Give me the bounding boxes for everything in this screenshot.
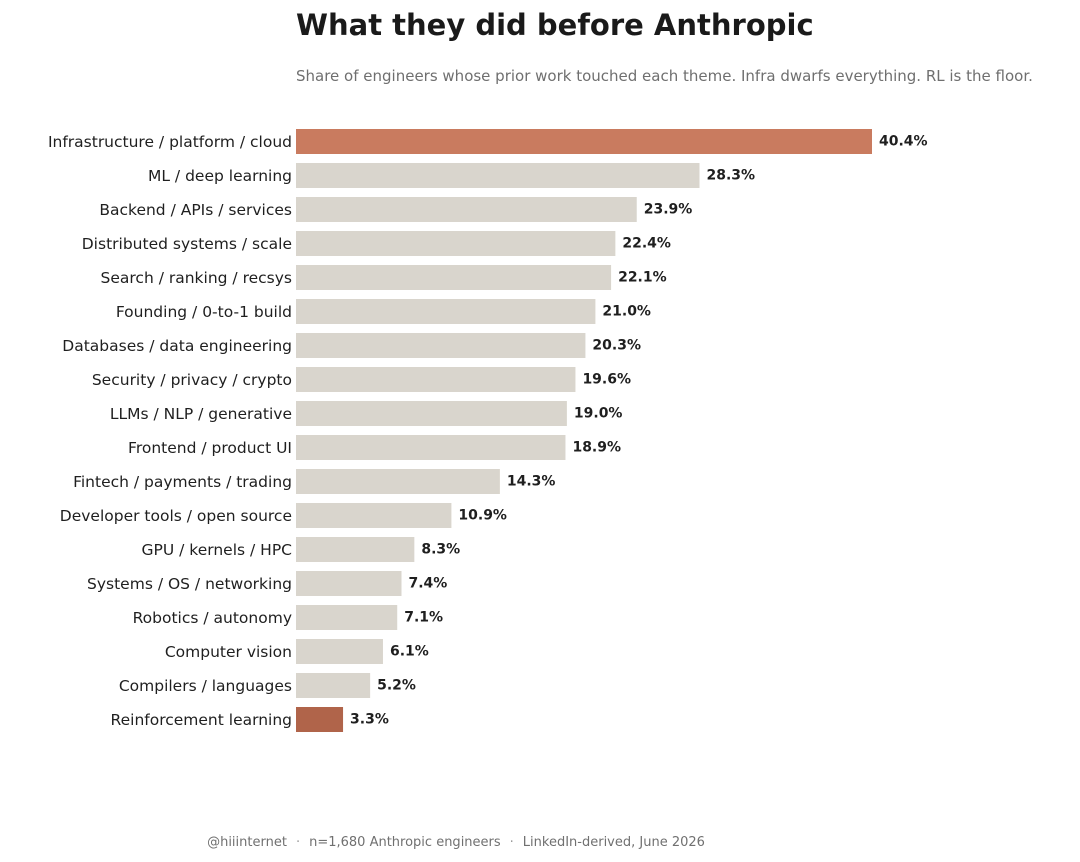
chart-subtitle: Share of engineers whose prior work touc… xyxy=(296,67,1033,85)
bar xyxy=(296,231,616,256)
bar xyxy=(296,265,612,290)
category-label: Distributed systems / scale xyxy=(82,235,292,253)
bar-value-label: 22.4% xyxy=(622,236,671,252)
bar xyxy=(296,469,500,494)
bar-value-label: 19.6% xyxy=(582,372,631,388)
bar xyxy=(296,163,700,188)
bar-value-label: 7.1% xyxy=(404,610,443,626)
bar-value-label: 23.9% xyxy=(644,202,693,218)
category-label: Founding / 0-to-1 build xyxy=(116,303,292,321)
footer-handle: @hiiinternet xyxy=(207,835,287,850)
category-label: Robotics / autonomy xyxy=(133,609,292,627)
bar-value-label: 8.3% xyxy=(421,542,460,558)
bar xyxy=(296,197,637,222)
bar-value-label: 3.3% xyxy=(350,712,389,728)
footer-separator: · xyxy=(295,835,301,850)
bar xyxy=(296,707,344,732)
bar-chart: Infrastructure / platform / cloud 40.4% ML… xyxy=(48,129,928,732)
category-label: GPU / kernels / HPC xyxy=(142,541,292,559)
footer-source: LinkedIn-derived, June 2026 xyxy=(522,835,705,850)
bar-value-label: 18.9% xyxy=(572,440,621,456)
category-label: Databases / data engineering xyxy=(62,337,292,355)
footer-separator: · xyxy=(509,835,514,850)
bar-value-label: 22.1% xyxy=(618,270,667,286)
category-label: Reinforcement learning xyxy=(111,711,292,729)
category-label: Search / ranking / recsys xyxy=(101,269,292,287)
category-label: Systems / OS / networking xyxy=(87,575,292,593)
chart-footer: @hiiinternet · n=1,680 Anthropic engineers… xyxy=(0,835,912,850)
chart-title: What they did before Anthropic xyxy=(296,8,814,42)
bar xyxy=(296,299,596,324)
category-label: Compilers / languages xyxy=(119,677,292,695)
bar xyxy=(296,639,383,664)
category-label: LLMs / NLP / generative xyxy=(110,405,292,423)
bar xyxy=(296,333,586,358)
bar-value-label: 5.2% xyxy=(377,678,416,694)
bar-value-label: 6.1% xyxy=(390,644,429,660)
category-label: Security / privacy / crypto xyxy=(92,371,292,389)
bar xyxy=(296,503,452,528)
category-label: Computer vision xyxy=(165,643,292,661)
bar xyxy=(296,435,566,460)
bar-value-label: 19.0% xyxy=(574,406,623,422)
bar xyxy=(296,605,398,630)
category-label: Frontend / product UI xyxy=(128,439,292,457)
bar-value-label: 21.0% xyxy=(602,304,651,320)
bar xyxy=(296,129,872,154)
bar xyxy=(296,537,415,562)
bar xyxy=(296,673,371,698)
category-label: Infrastructure / platform / cloud xyxy=(48,133,292,151)
category-label: Backend / APIs / services xyxy=(99,201,292,219)
category-label: ML / deep learning xyxy=(148,167,292,185)
bar xyxy=(296,571,402,596)
bar-value-label: 14.3% xyxy=(507,474,556,490)
category-label: Developer tools / open source xyxy=(60,507,292,525)
bar-value-label: 28.3% xyxy=(706,168,755,184)
bar-value-label: 10.9% xyxy=(458,508,507,524)
bar-value-label: 40.4% xyxy=(879,134,928,150)
bar xyxy=(296,401,567,426)
category-label: Fintech / payments / trading xyxy=(73,473,292,491)
footer-sample: n=1,680 Anthropic engineers xyxy=(309,835,501,850)
bar-value-label: 20.3% xyxy=(592,338,641,354)
bar-value-label: 7.4% xyxy=(409,576,448,592)
bar xyxy=(296,367,576,392)
